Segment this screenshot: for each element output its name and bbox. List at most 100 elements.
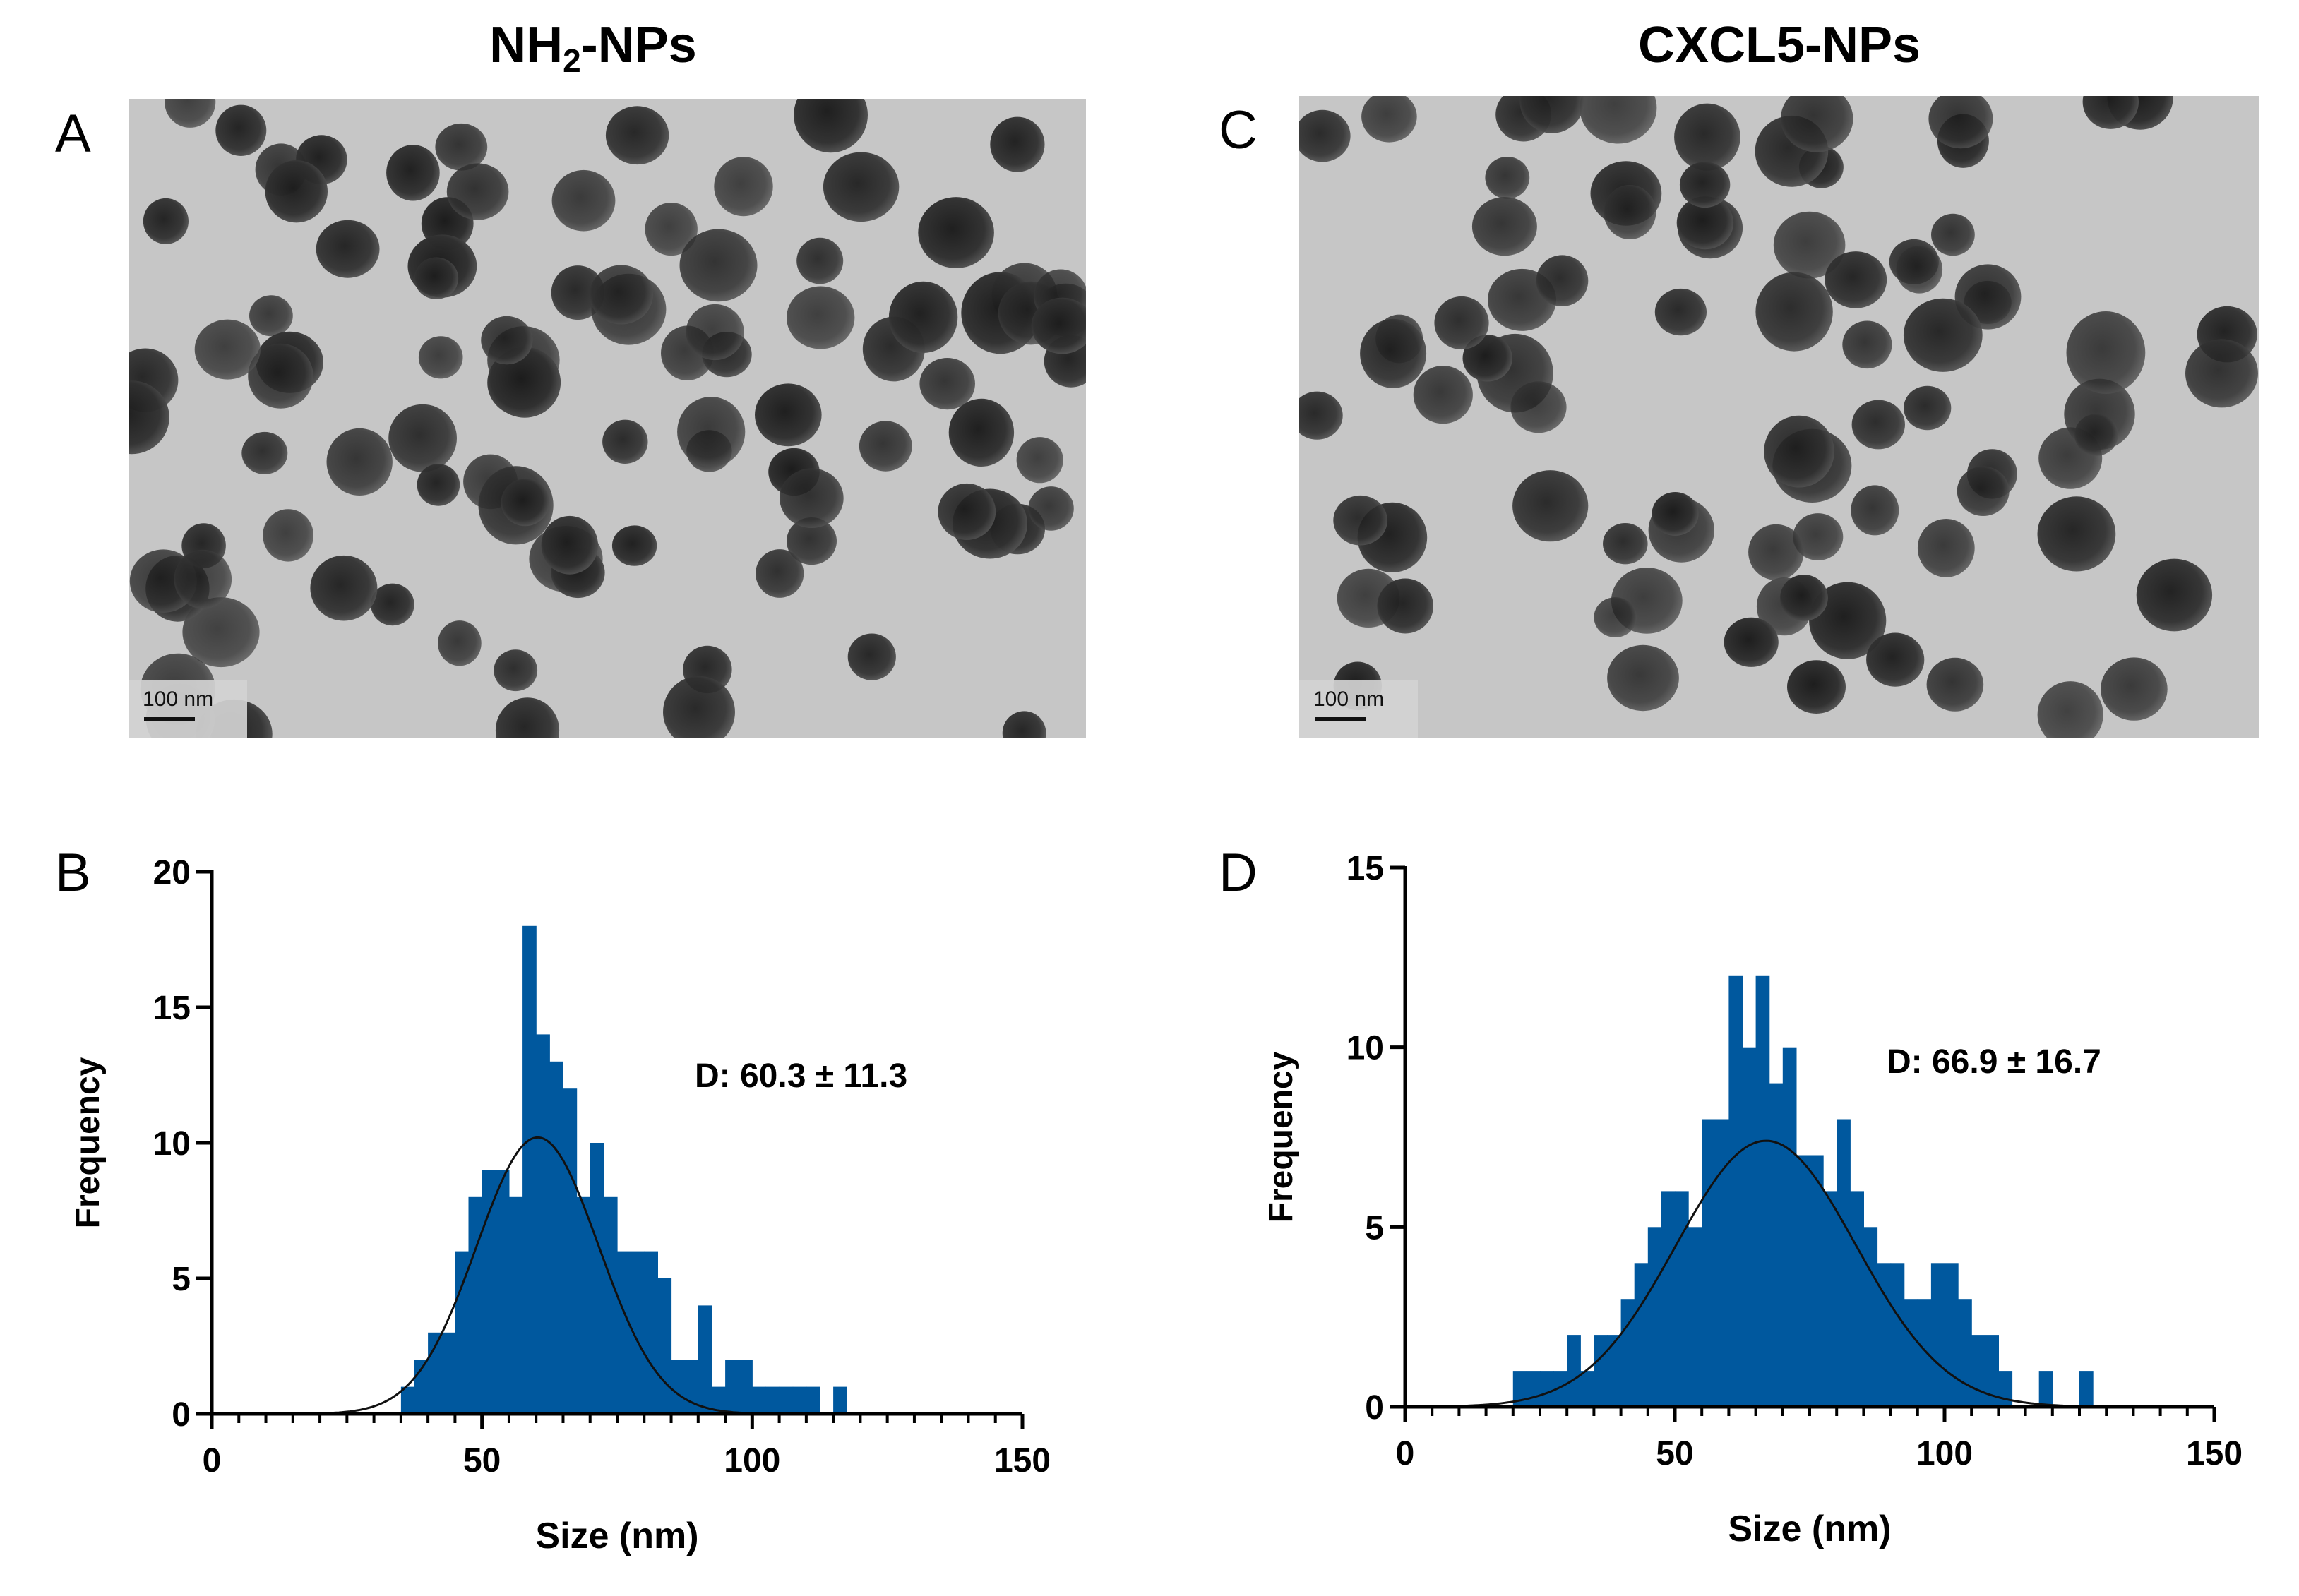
panel-label-c: C [1219, 100, 1258, 160]
nanoparticle [165, 99, 216, 128]
nanoparticle [489, 347, 561, 418]
nanoparticle [1377, 578, 1433, 634]
nanoparticle [182, 597, 260, 668]
histogram-bar [1782, 1047, 1797, 1407]
nanoparticle [1471, 197, 1537, 256]
histogram-bar [2079, 1371, 2094, 1407]
y-axis-title: Frequency [1262, 1051, 1300, 1223]
nanoparticle [938, 483, 996, 540]
histogram-bar [617, 1251, 631, 1414]
nanoparticle [417, 464, 460, 506]
histogram-bar [1917, 1299, 1932, 1407]
gaussian-fit-curve [1405, 1139, 2107, 1408]
nanoparticle [1031, 297, 1086, 354]
nanoparticle [2066, 311, 2146, 394]
y-tick-label: 15 [1346, 850, 1384, 887]
nanoparticle [1674, 103, 1740, 171]
scale-bar-label: 100 nm [1313, 688, 1385, 711]
histogram-bar [482, 1170, 496, 1414]
scale-bar-line [1315, 717, 1366, 721]
histogram-nh2: 0 50 100 150 0 5 10 15 20 Size (nm) Frequency D: 60… [0, 812, 1150, 1592]
title-nh2-tail: -NPs [580, 17, 697, 73]
histogram-bar [1688, 1227, 1702, 1407]
nanoparticle [1780, 96, 1853, 152]
nanoparticle [194, 319, 261, 380]
x-tick-label: 150 [994, 1442, 1051, 1480]
title-nh2-subscript: 2 [563, 42, 581, 79]
nanoparticle [677, 397, 746, 467]
histogram-bar [1567, 1335, 1581, 1407]
nanoparticle [663, 676, 735, 738]
histogram-bar [765, 1386, 780, 1414]
x-tick-label: 50 [1656, 1435, 1693, 1472]
nanoparticle [174, 549, 232, 609]
tem-particles-nh2 [129, 99, 1086, 738]
scale-bar-line [144, 717, 195, 721]
histogram-bar [1526, 1371, 1541, 1407]
histogram-bar [590, 1143, 604, 1414]
nanoparticle [1002, 711, 1046, 738]
nanoparticle [388, 404, 457, 472]
y-tick-label: 15 [153, 990, 191, 1027]
nanoparticle [1764, 415, 1834, 488]
nanoparticle [1851, 485, 1899, 536]
histogram-cxcl5: 0 50 100 150 0 5 10 15 Size (nm) Frequency D: 66.9… [1150, 812, 2299, 1592]
nanoparticle [1652, 492, 1699, 536]
nanoparticle [438, 620, 482, 666]
nanoparticle [859, 421, 912, 472]
nanoparticle [1851, 400, 1905, 450]
y-tick-label: 0 [172, 1396, 191, 1434]
nanoparticle [551, 265, 605, 320]
histogram-bar [1985, 1335, 1999, 1407]
nanoparticle [590, 265, 653, 325]
histogram-bar [1620, 1299, 1635, 1407]
histogram-bar [563, 1088, 578, 1414]
nanoparticle [823, 152, 900, 222]
nanoparticle [686, 304, 744, 361]
histogram-bar [1512, 1371, 1527, 1407]
nanoparticle [948, 398, 1015, 467]
histogram-bar [508, 1196, 523, 1414]
histogram-bar [657, 1278, 672, 1414]
nanoparticle [919, 358, 975, 410]
nanoparticle [495, 697, 560, 738]
nanoparticle [1333, 495, 1387, 546]
y-tick-label: 20 [153, 854, 191, 892]
nanoparticle [1299, 109, 1351, 162]
nanoparticle [1928, 96, 1993, 149]
histogram-bar [698, 1305, 712, 1414]
nanoparticle [2185, 339, 2258, 408]
panel-label-b: B [55, 843, 91, 903]
nanoparticle [248, 343, 314, 409]
nanoparticle [714, 157, 773, 217]
nanoparticle [1360, 318, 1427, 388]
nanoparticle [679, 229, 758, 302]
nanoparticle [2037, 496, 2116, 572]
histogram-bar [833, 1386, 847, 1414]
histogram-bar [684, 1360, 699, 1414]
nanoparticle [371, 583, 414, 626]
mean-size-annotation: D: 66.9 ± 16.7 [1887, 1043, 2101, 1081]
nanoparticle [1028, 486, 1074, 531]
nanoparticle [446, 163, 509, 220]
histogram-bar [1607, 1335, 1622, 1407]
nanoparticle [481, 316, 533, 365]
nanoparticle [2101, 657, 2168, 721]
histogram-bar [725, 1360, 739, 1414]
nanoparticle [1793, 513, 1844, 560]
scale-bar-label: 100 nm [143, 688, 214, 711]
nanoparticle [1679, 162, 1731, 208]
nanoparticle [316, 220, 380, 278]
nanoparticle [2082, 96, 2139, 129]
histogram-bar [711, 1386, 726, 1414]
nanoparticle [1917, 519, 1975, 577]
histogram-bar [1971, 1335, 1985, 1407]
histogram-bar [1930, 1263, 1945, 1407]
nanoparticle [1580, 96, 1657, 144]
histogram-bar [1769, 1083, 1784, 1407]
nanoparticle [1780, 575, 1828, 621]
histogram-bar [1634, 1263, 1649, 1407]
nanoparticle [1825, 251, 1887, 308]
nanoparticle [386, 145, 440, 201]
histogram-bar [400, 1386, 415, 1414]
